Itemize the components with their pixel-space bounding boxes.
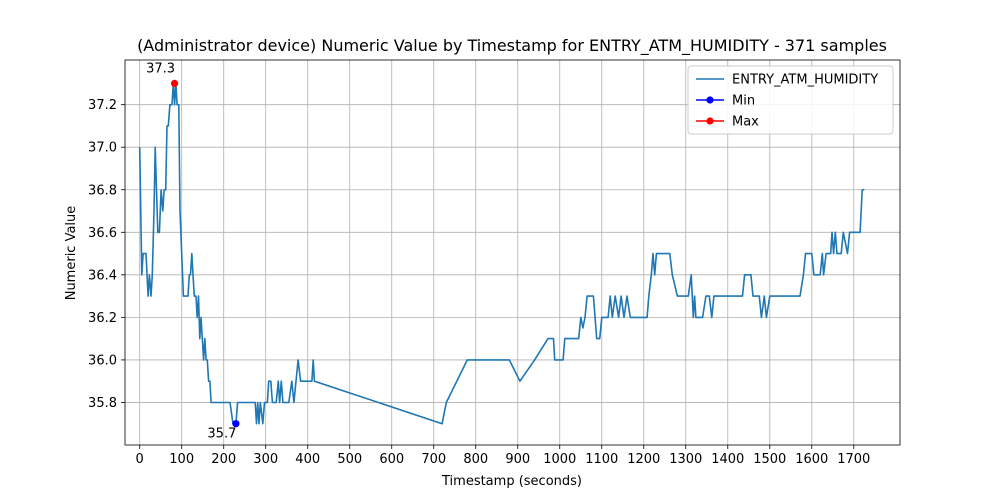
x-axis-ticks: 0 100 200 300 400 500 600 700 800 900 1000 1100 1200… — [136, 445, 870, 467]
y-tick-label: 36.6 — [88, 226, 117, 241]
y-tick-label: 35.8 — [88, 396, 117, 411]
x-tick-label: 700 — [421, 452, 446, 467]
legend-label: Min — [732, 94, 755, 109]
legend-label: Max — [732, 115, 759, 130]
y-tick-label: 36.0 — [88, 353, 117, 368]
y-tick-label: 37.2 — [88, 98, 117, 113]
x-tick-label: 1700 — [837, 452, 870, 467]
x-tick-label: 800 — [463, 452, 488, 467]
x-tick-label: 0 — [136, 452, 144, 467]
x-tick-label: 300 — [253, 452, 278, 467]
x-tick-label: 500 — [337, 452, 362, 467]
x-tick-label: 1400 — [711, 452, 744, 467]
y-tick-label: 37.0 — [88, 141, 117, 156]
min-marker — [232, 420, 240, 428]
chart-title: (Administrator device) Numeric Value by … — [137, 36, 887, 56]
y-axis-ticks: 35.8 36.0 36.2 36.4 36.6 36.8 37.0 37.2 — [88, 98, 125, 411]
max-data-label: 37.3 — [146, 61, 175, 76]
series-line-humidity — [138, 82, 865, 425]
grid-lines — [125, 60, 900, 445]
series-layer — [138, 82, 865, 425]
legend-swatch-marker — [706, 117, 714, 125]
min-data-label: 35.7 — [207, 427, 236, 442]
x-tick-label: 1200 — [627, 452, 660, 467]
x-axis-label: Timestamp (seconds) — [441, 474, 582, 489]
x-tick-label: 1600 — [795, 452, 828, 467]
x-tick-label: 600 — [379, 452, 404, 467]
x-tick-label: 1500 — [753, 452, 786, 467]
x-tick-label: 1300 — [669, 452, 702, 467]
y-tick-label: 36.2 — [88, 311, 117, 326]
x-tick-label: 1000 — [543, 452, 576, 467]
legend-swatch-marker — [706, 96, 714, 104]
legend-box — [687, 65, 894, 135]
legend: ENTRY_ATM_HUMIDITY Min Max — [687, 65, 894, 135]
x-tick-label: 200 — [211, 452, 236, 467]
plot-area-frame — [124, 59, 901, 446]
max-marker — [170, 79, 179, 87]
min-max-markers: 35.7 37.3 — [146, 61, 240, 442]
legend-label: ENTRY_ATM_HUMIDITY — [732, 73, 878, 88]
y-axis-label: Numeric Value — [64, 206, 79, 301]
y-tick-label: 36.8 — [88, 183, 117, 198]
x-tick-label: 900 — [505, 452, 530, 467]
x-tick-label: 400 — [295, 452, 320, 467]
x-tick-label: 100 — [169, 452, 194, 467]
x-tick-label: 1100 — [585, 452, 618, 467]
y-tick-label: 36.4 — [88, 268, 117, 283]
